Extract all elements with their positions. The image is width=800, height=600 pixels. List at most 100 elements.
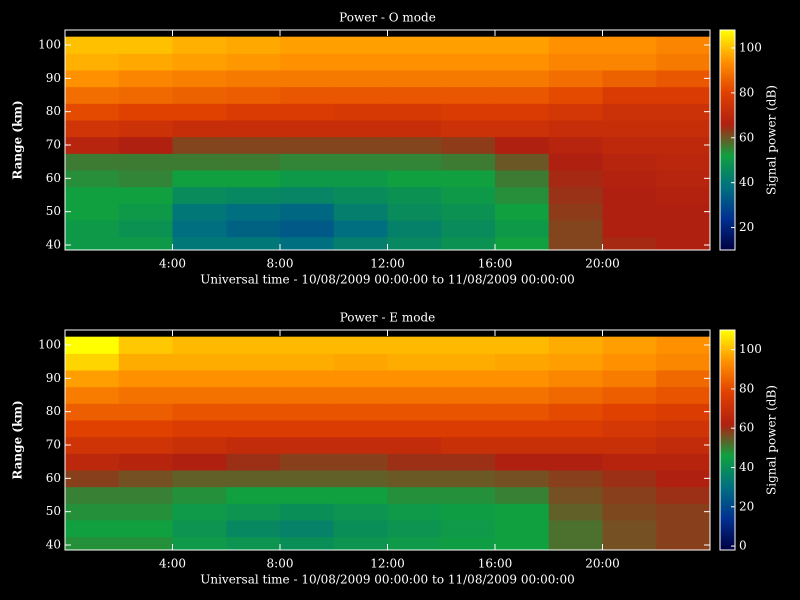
cell [548,170,603,188]
cell [495,53,550,71]
cell [226,403,281,421]
cell [172,70,227,88]
cell [656,186,710,204]
cell [65,120,120,138]
cell [118,353,173,371]
y-axis-title: Range (km) [11,400,25,479]
cell [602,153,657,171]
cell [548,336,603,354]
cell [441,36,496,54]
cell [280,120,335,138]
cell [548,220,603,238]
cell [280,520,335,538]
cell [280,503,335,521]
cell [495,436,550,454]
cell [226,120,281,138]
cell [602,453,657,471]
cell [172,503,227,521]
cell [118,120,173,138]
cell [548,353,603,371]
cell [656,103,710,121]
cell [65,203,120,221]
cell [602,536,657,550]
cell [172,120,227,138]
cell [387,86,442,104]
x-tick-label: 8:00 [267,557,294,571]
cell [441,503,496,521]
x-tick-label: 8:00 [267,257,294,271]
cell [656,36,710,54]
cell [387,336,442,354]
cell [280,353,335,371]
cell [495,486,550,504]
cell [602,70,657,88]
cell [280,36,335,54]
cell [65,86,120,104]
cell [65,53,120,71]
cell [280,186,335,204]
cell [280,136,335,154]
cell [602,386,657,404]
cell [118,520,173,538]
cell [656,520,710,538]
cell [333,36,388,54]
colorbar-tick-label: 100 [739,40,762,54]
cell [548,70,603,88]
cell [172,436,227,454]
cell [495,86,550,104]
cell [441,420,496,438]
cell [333,403,388,421]
cell [65,103,120,121]
cell [656,170,710,188]
cell [548,470,603,488]
cell [495,386,550,404]
cell [280,536,335,550]
cell [441,86,496,104]
cell [65,36,120,54]
cell [65,220,120,238]
cell [333,170,388,188]
cell [226,370,281,388]
cell [387,170,442,188]
cell [441,186,496,204]
cell [118,170,173,188]
x-tick-label: 12:00 [370,257,405,271]
chart-title: Power - O mode [339,11,436,25]
y-tick-label: 40 [46,238,61,252]
cell [65,136,120,154]
cell [495,536,550,550]
cell [333,386,388,404]
cell [118,403,173,421]
cell [65,420,120,438]
cell [656,136,710,154]
cell [441,53,496,71]
cell [172,520,227,538]
cell [118,436,173,454]
cell [548,453,603,471]
cell [280,420,335,438]
cell [387,203,442,221]
cell [333,336,388,354]
cell [602,136,657,154]
cell [387,53,442,71]
cell [118,53,173,71]
cell [280,470,335,488]
cell [387,420,442,438]
y-tick-label: 60 [46,471,61,485]
cell [280,86,335,104]
cell [495,336,550,354]
cell [172,53,227,71]
cell [65,453,120,471]
y-tick-label: 100 [38,338,61,352]
cell [65,153,120,171]
cell [65,170,120,188]
cell [280,103,335,121]
cell [172,470,227,488]
cell [65,536,120,550]
cell [656,370,710,388]
cell [495,453,550,471]
cell [656,53,710,71]
cell [495,203,550,221]
y-tick-label: 90 [46,371,61,385]
cell [280,236,335,250]
